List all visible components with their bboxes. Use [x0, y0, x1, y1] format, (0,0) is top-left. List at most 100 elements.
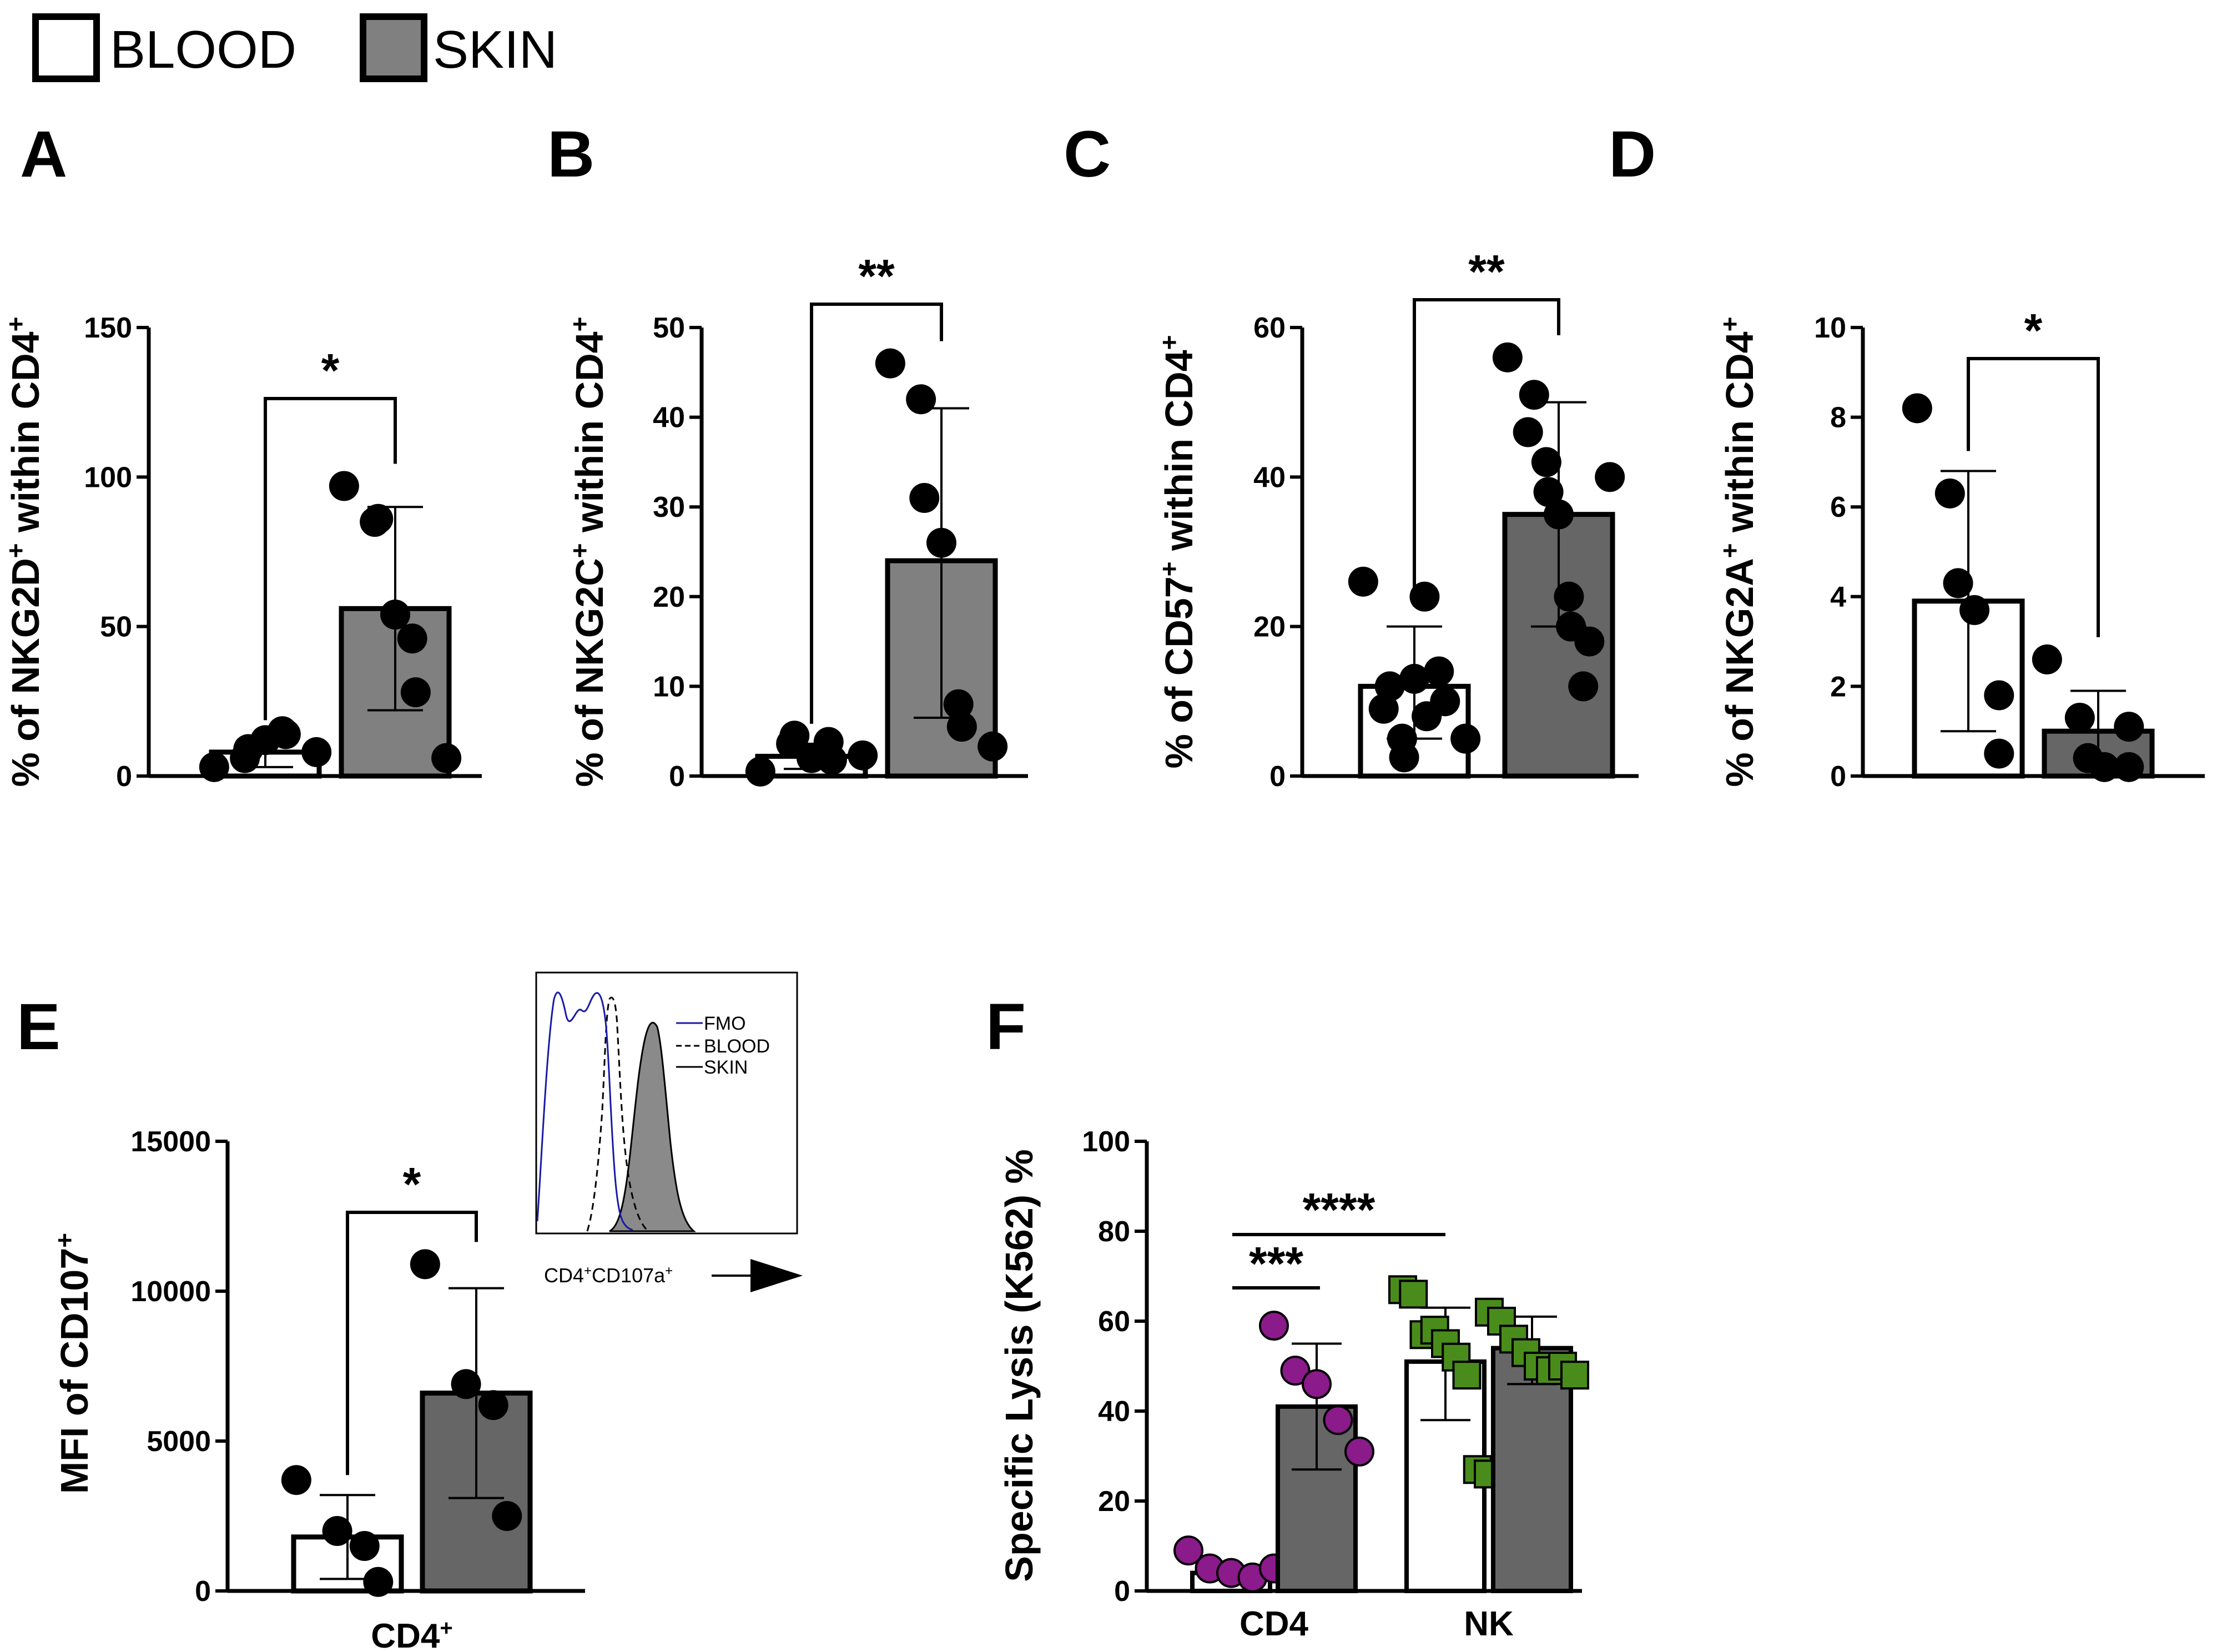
y-tick-label: 150	[84, 312, 132, 344]
data-point	[322, 1516, 352, 1546]
y-axis-label-sup: +	[1715, 543, 1744, 558]
y-tick-label: 40	[653, 402, 685, 434]
significance-bracket	[346, 1211, 478, 1475]
significance-label: **	[858, 250, 895, 302]
y-axis-label: Specific Lysis (K562) %	[997, 1149, 1041, 1582]
data-point	[1984, 680, 2014, 711]
fmo-histogram	[536, 991, 633, 1231]
significance-bracket	[1413, 298, 1560, 607]
y-axis-label-sup: +	[1, 316, 30, 331]
y-tick-label: 30	[653, 491, 685, 523]
significance-label: **	[1468, 245, 1505, 298]
y-axis-label-sup: +	[1, 543, 30, 558]
data-point	[1409, 581, 1440, 612]
y-axis-label: % of NKG2A+ within CD4+	[1715, 316, 1761, 787]
data-point	[1430, 686, 1460, 717]
data-point	[1943, 568, 1973, 598]
x-axis-label-part: CD4	[371, 1617, 440, 1652]
data-point	[1389, 742, 1419, 773]
data-point	[875, 348, 905, 379]
significance-bracket	[810, 303, 943, 724]
data-point	[1399, 663, 1429, 694]
histogram-x-label: CD4+CD107a+	[544, 1263, 673, 1287]
data-point	[451, 1369, 481, 1399]
data-point	[1574, 626, 1605, 657]
data-point	[1959, 595, 1990, 626]
data-point	[1399, 1280, 1428, 1309]
data-point	[1519, 380, 1549, 410]
y-tick-label: 40	[1098, 1396, 1130, 1428]
y-axis-label-sup: +	[1155, 561, 1183, 576]
bar-nk-skin	[1491, 1346, 1573, 1594]
data-point	[363, 1567, 394, 1597]
y-tick-label: 10000	[130, 1276, 211, 1308]
blood-histogram	[586, 996, 649, 1232]
data-point	[1568, 671, 1599, 702]
data-point	[946, 712, 977, 742]
data-point	[1302, 1369, 1332, 1399]
skin-histogram	[609, 1021, 697, 1232]
y-tick-label: 50	[100, 611, 132, 643]
data-point	[1984, 738, 2014, 769]
skin-legend-label: SKIN	[704, 1057, 748, 1078]
y-tick-label: 0	[1114, 1575, 1130, 1608]
data-point	[431, 743, 462, 773]
data-point	[281, 1465, 311, 1495]
histogram-inset: FMO BLOOD SKIN CD4+CD107a+	[535, 971, 803, 1292]
category-label: CD4	[1240, 1605, 1309, 1643]
data-point	[301, 737, 332, 767]
y-axis-label-part: % of NKG2A	[1718, 558, 1761, 787]
data-point	[2089, 752, 2120, 782]
data-point	[926, 527, 956, 558]
data-point	[397, 623, 427, 654]
y-axis-label: % of NKG2D+ within CD4+	[1, 316, 47, 787]
y-axis-label: % of CD57+ within CD4+	[1155, 335, 1201, 768]
y-tick-label: 80	[1098, 1216, 1130, 1248]
y-tick-label: 4	[1830, 581, 1846, 613]
data-point	[363, 503, 394, 534]
y-tick-label: 10	[653, 671, 685, 703]
y-tick-label: 20	[1098, 1485, 1130, 1518]
y-axis-label-sup: +	[565, 543, 594, 558]
data-point	[478, 1390, 508, 1421]
data-point	[492, 1501, 522, 1531]
data-point	[1348, 566, 1378, 597]
data-point	[1513, 417, 1543, 447]
legend-blood-swatch	[32, 13, 100, 82]
y-tick-label: 8	[1830, 402, 1846, 434]
y-axis-label-sup: +	[1715, 316, 1744, 331]
y-tick-label: 40	[1253, 461, 1286, 493]
panel-label-e: E	[17, 990, 61, 1064]
data-point	[909, 483, 940, 513]
data-point	[2114, 712, 2144, 742]
y-tick-label: 0	[1269, 760, 1286, 793]
data-point	[270, 719, 301, 749]
data-point	[1554, 581, 1584, 612]
data-point	[1902, 393, 1932, 424]
legend-skin-swatch	[360, 13, 427, 82]
y-axis-label-part: % of CD57	[1157, 576, 1201, 768]
x-axis-label-sup: +	[440, 1616, 452, 1640]
y-tick-label: 0	[116, 760, 132, 793]
data-point	[848, 740, 878, 770]
data-point	[1492, 342, 1523, 372]
y-tick-label: 0	[669, 760, 685, 793]
y-axis-label-sup: +	[565, 316, 594, 331]
significance-label: ***	[1249, 1237, 1303, 1290]
y-axis-label-sup: +	[1155, 335, 1183, 350]
data-point	[199, 752, 229, 782]
significance-label: *	[403, 1158, 421, 1210]
y-axis-label-part: within CD4	[1718, 331, 1761, 543]
y-tick-label: 0	[195, 1575, 211, 1608]
data-point	[779, 721, 810, 751]
significance-bracket	[264, 397, 397, 721]
y-axis-label-part: within CD4	[1157, 350, 1201, 561]
data-point	[2114, 752, 2144, 782]
y-tick-label: 15000	[130, 1126, 211, 1158]
data-point	[329, 471, 359, 501]
y-tick-label: 2	[1830, 671, 1846, 703]
histogram-arrow-head	[750, 1259, 803, 1292]
